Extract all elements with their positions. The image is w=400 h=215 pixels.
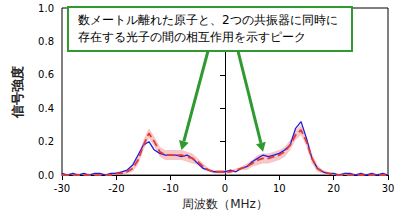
svg-text:1.0: 1.0 [38,3,54,14]
svg-text:数メートル離れた原子と、2つの共振器に同時に: 数メートル離れた原子と、2つの共振器に同時に [78,13,338,27]
svg-text:存在する光子の間の相互作用を示すピーク: 存在する光子の間の相互作用を示すピーク [78,30,306,44]
svg-text:0.4: 0.4 [38,103,54,114]
svg-text:0.6: 0.6 [38,69,54,80]
svg-text:10: 10 [273,183,286,194]
svg-text:30: 30 [382,183,395,194]
svg-text:-10: -10 [162,183,178,194]
svg-text:0.0: 0.0 [38,170,54,181]
svg-text:20: 20 [327,183,340,194]
svg-text:信号強度: 信号強度 [10,66,25,119]
svg-text:0: 0 [222,183,228,194]
svg-text:0.8: 0.8 [38,36,54,47]
svg-text:-30: -30 [54,183,70,194]
svg-text:-20: -20 [108,183,124,194]
svg-text:0.2: 0.2 [38,136,54,147]
svg-text:周波数（MHz）: 周波数（MHz） [182,197,268,211]
